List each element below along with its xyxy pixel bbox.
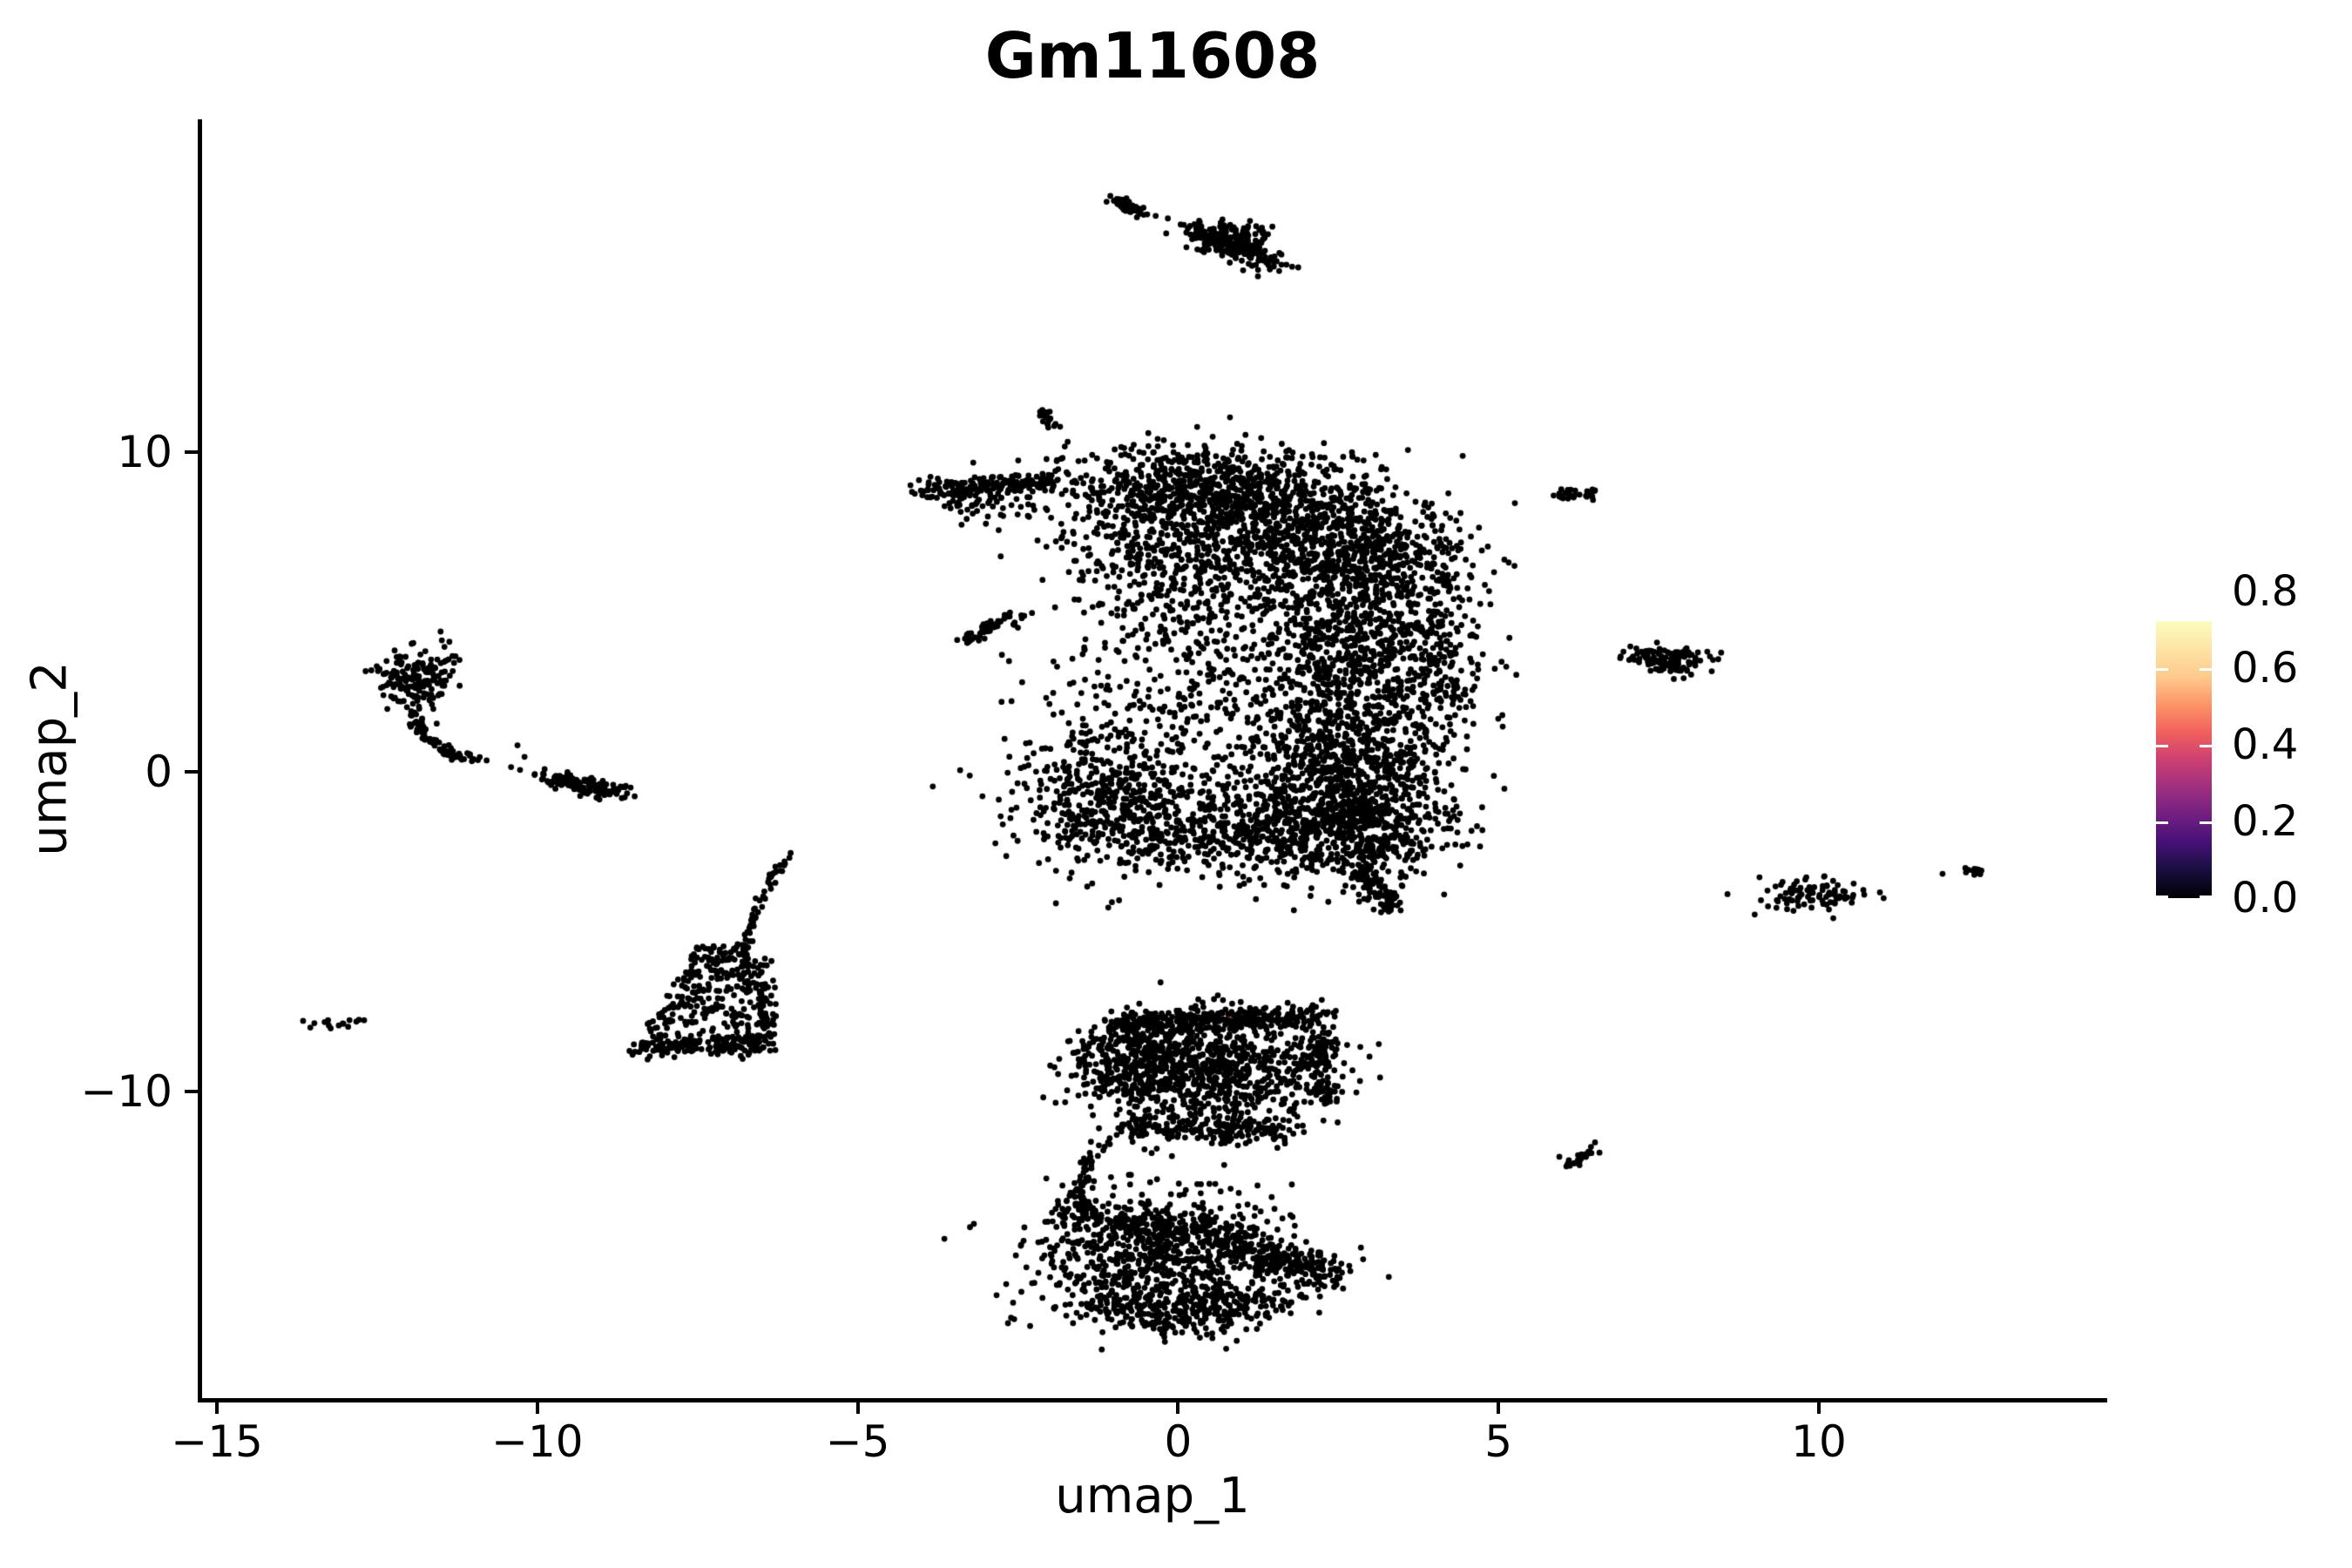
y-tick-mark (185, 769, 198, 774)
x-tick-label: −5 (825, 1416, 890, 1467)
x-axis-title: umap_1 (1055, 1468, 1250, 1524)
y-tick-mark (185, 449, 198, 454)
x-axis-spine (198, 1398, 2107, 1402)
x-tick-mark (535, 1401, 539, 1414)
colorbar-tick-mark (2200, 668, 2212, 671)
y-axis-title: umap_2 (21, 661, 78, 856)
plot-title: Gm11608 (984, 19, 1321, 92)
y-tick-label: −10 (80, 1065, 172, 1117)
y-tick-label: 0 (145, 746, 172, 797)
y-tick-label: 10 (117, 426, 172, 477)
x-tick-mark (855, 1401, 860, 1414)
colorbar-tick-label: 0.0 (2232, 874, 2299, 923)
x-tick-label: 0 (1164, 1416, 1193, 1467)
colorbar-tick-label: 0.8 (2232, 567, 2299, 616)
colorbar-tick-label: 0.2 (2232, 797, 2299, 846)
x-tick-label: −10 (491, 1416, 584, 1467)
colorbar-tick-mark (2156, 591, 2168, 594)
x-tick-mark (215, 1401, 220, 1414)
colorbar-tick-mark (2200, 821, 2212, 824)
colorbar-tick-label: 0.4 (2232, 720, 2299, 769)
colorbar-tick-label: 0.6 (2232, 644, 2299, 693)
x-tick-label: 5 (1484, 1416, 1513, 1467)
x-tick-label: −15 (171, 1416, 263, 1467)
colorbar-tick-mark (2156, 821, 2168, 824)
colorbar-tick-mark (2156, 896, 2168, 898)
x-tick-mark (1176, 1401, 1180, 1414)
colorbar-tick-mark (2156, 745, 2168, 747)
x-tick-mark (1497, 1401, 1501, 1414)
y-axis-spine (198, 119, 202, 1402)
x-tick-mark (1816, 1401, 1821, 1414)
colorbar-gradient (2156, 621, 2212, 898)
x-tick-label: 10 (1791, 1416, 1847, 1467)
colorbar-tick-mark (2156, 668, 2168, 671)
y-tick-mark (185, 1089, 198, 1093)
colorbar-tick-mark (2200, 591, 2212, 594)
colorbar-tick-mark (2200, 896, 2212, 898)
colorbar-tick-mark (2200, 745, 2212, 747)
